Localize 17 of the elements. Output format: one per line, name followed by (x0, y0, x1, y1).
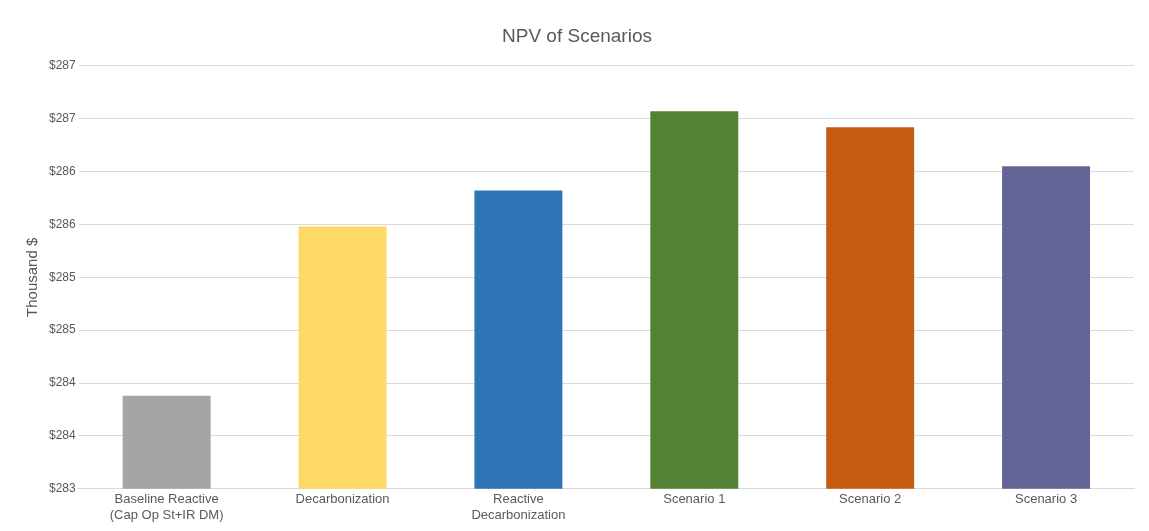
y-tick-label: $287 (48, 58, 77, 73)
y-tick-label: $287 (48, 110, 77, 125)
x-tick-label: Scenario 3 (1014, 491, 1078, 507)
y-tick-label: $285 (48, 322, 77, 337)
y-tick-label: $285 (48, 269, 77, 284)
x-tick-label: Scenario 2 (839, 491, 902, 507)
y-axis-title: Thousand $ (23, 237, 41, 317)
x-tick-label: Reactive Decarbonization (471, 491, 566, 522)
chart-title: NPV of Scenarios (502, 24, 652, 46)
x-tick-label: Decarbonization (295, 491, 390, 507)
x-tick-label: Baseline Reactive (Cap Op St+IR DM) (109, 491, 224, 522)
y-tick-label: $284 (48, 375, 77, 390)
y-tick-label: $284 (48, 428, 77, 443)
y-tick-label: $286 (48, 163, 77, 178)
y-tick-label: $283 (48, 481, 77, 496)
x-tick-label: Scenario 1 (663, 491, 726, 507)
y-tick-label: $286 (48, 216, 77, 231)
